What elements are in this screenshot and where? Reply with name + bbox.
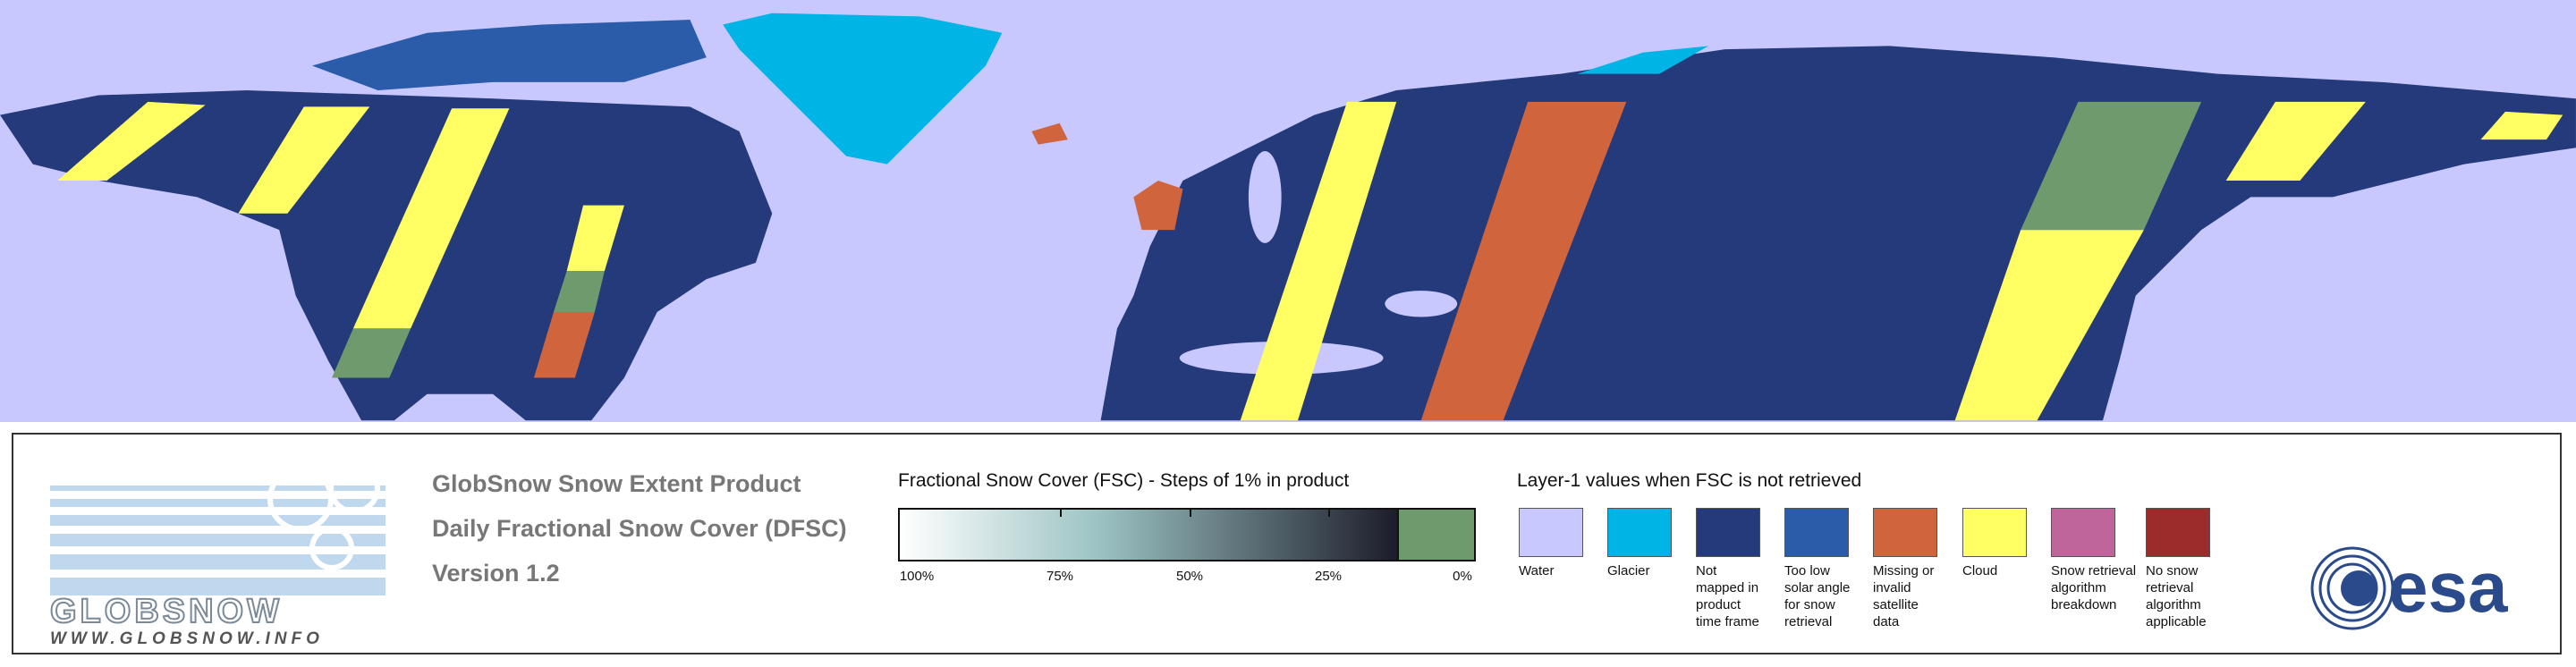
class-label: Cloud xyxy=(1962,563,1998,578)
arctic-islands xyxy=(311,20,707,91)
missing-swath xyxy=(1420,101,1627,421)
snow-free-swath xyxy=(2021,101,2202,231)
esa-logo: esa xyxy=(2310,546,2508,630)
fsc-title: Fractional Snow Cover (FSC) - Steps of 1… xyxy=(898,470,1350,491)
class-label: Too low solar angle for snow retrieval xyxy=(1784,563,1851,629)
class-label: Water xyxy=(1519,563,1555,578)
class-label: Snow retrieval algorithm breakdown xyxy=(2051,563,2137,612)
iceland xyxy=(1031,122,1068,145)
fsc-tick-label: 25% xyxy=(1314,569,1343,584)
cloud-swath xyxy=(2480,111,2563,140)
globsnow-logo: GLOBSNOW WWW.GLOBSNOW.INFO xyxy=(49,462,386,646)
black-sea xyxy=(1385,291,1458,317)
class-swatch xyxy=(1784,508,1849,557)
layer1-title: Layer-1 values when FSC is not retrieved xyxy=(1517,470,1862,491)
fsc-zero-swatch xyxy=(1399,508,1476,561)
legend-panel: GLOBSNOW WWW.GLOBSNOW.INFO GlobSnow Snow… xyxy=(12,433,2562,654)
class-swatch xyxy=(2146,508,2210,557)
class-swatch xyxy=(1696,508,1760,557)
cloud-swath xyxy=(1240,101,1397,421)
snow-free-swath xyxy=(553,271,605,312)
product-title: GlobSnow Snow Extent Product xyxy=(432,470,801,497)
class-swatch xyxy=(1607,508,1672,557)
class-label: No snow retrieval algorithm applicable xyxy=(2146,563,2207,629)
cloud-swath xyxy=(57,101,206,182)
class-label: Missing or invalid satellite data xyxy=(1873,563,1935,629)
greenland xyxy=(723,13,1003,165)
fsc-tick-mark xyxy=(1060,508,1062,517)
class-swatch xyxy=(2051,508,2115,557)
logo-url: WWW.GLOBSNOW.INFO xyxy=(50,629,324,646)
fsc-tick-label: 0% xyxy=(1453,569,1472,584)
class-swatch xyxy=(1962,508,2027,557)
snow-free-swath xyxy=(332,328,411,378)
cloud-swath xyxy=(1954,230,2144,421)
fsc-tick-label: 50% xyxy=(1175,569,1204,584)
class-swatch xyxy=(1873,508,1937,557)
fsc-gradient xyxy=(898,508,1399,561)
class-swatch xyxy=(1519,508,1583,557)
cloud-swath xyxy=(352,108,510,329)
arctic-glacier xyxy=(1577,46,1709,74)
snow-map xyxy=(0,0,2576,422)
product-version: Version 1.2 xyxy=(432,560,560,587)
fsc-tick-label: 75% xyxy=(1046,569,1074,584)
esa-text: esa xyxy=(2388,547,2508,627)
cloud-swath xyxy=(2225,101,2366,182)
fsc-tick-label: 100% xyxy=(899,569,935,584)
product-subtitle: Daily Fractional Snow Cover (DFSC) xyxy=(432,515,847,542)
class-label: Not mapped in product time frame xyxy=(1696,563,1759,629)
fsc-tick-mark xyxy=(1190,508,1191,517)
logo-name: GLOBSNOW xyxy=(50,593,283,630)
cloud-swath xyxy=(238,106,370,214)
baltic-sea xyxy=(1248,150,1282,243)
missing-swath xyxy=(533,311,595,378)
cloud-swath xyxy=(566,205,624,272)
british-isles xyxy=(1133,181,1183,231)
class-label: Glacier xyxy=(1607,563,1650,578)
fsc-tick-mark xyxy=(1328,508,1330,517)
